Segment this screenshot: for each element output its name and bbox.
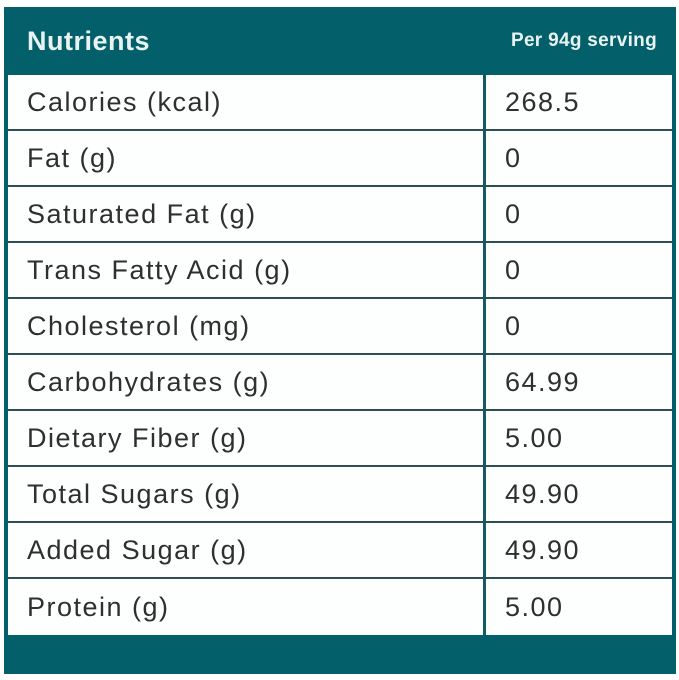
nutrient-label: Fat (g): [8, 131, 486, 185]
nutrient-value: 0: [505, 198, 522, 229]
table-row: Calories (kcal) 268.5: [8, 75, 672, 131]
nutrient-label: Dietary Fiber (g): [8, 411, 486, 465]
table-row: Protein (g) 5.00: [8, 579, 672, 635]
table-row: Added Sugar (g) 49.90: [8, 523, 672, 579]
table-title: Nutrients: [27, 25, 151, 56]
nutrient-value: 5.00: [505, 422, 564, 453]
nutrient-value: 49.90: [505, 478, 581, 509]
nutrient-value: 49.90: [505, 534, 581, 565]
table-body: Calories (kcal) 268.5 Fat (g) 0 Saturate…: [8, 75, 672, 635]
table-row: Fat (g) 0: [8, 131, 672, 187]
nutrient-value: 5.00: [505, 591, 564, 622]
table-row: Carbohydrates (g) 64.99: [8, 355, 672, 411]
table-row: Trans Fatty Acid (g) 0: [8, 243, 672, 299]
nutrient-value: 268.5: [505, 86, 581, 117]
table-header: Nutrients Per 94g serving: [8, 7, 672, 75]
nutrient-label: Total Sugars (g): [8, 467, 486, 521]
nutrient-label: Trans Fatty Acid (g): [8, 243, 486, 297]
table-row: Dietary Fiber (g) 5.00: [8, 411, 672, 467]
nutrient-label: Calories (kcal): [8, 75, 486, 129]
table-row: Cholesterol (mg) 0: [8, 299, 672, 355]
serving-size-label: Per 94g serving: [510, 30, 657, 51]
nutrient-value: 64.99: [505, 366, 581, 397]
nutrient-label: Added Sugar (g): [8, 523, 486, 577]
nutrient-label: Protein (g): [8, 579, 486, 635]
nutrient-label: Saturated Fat (g): [8, 187, 486, 241]
nutrient-label: Cholesterol (mg): [8, 299, 486, 353]
nutrient-value: 0: [505, 254, 522, 285]
nutrition-table: Nutrients Per 94g serving Calories (kcal…: [4, 7, 676, 674]
nutrient-value: 0: [505, 142, 522, 173]
table-row: Saturated Fat (g) 0: [8, 187, 672, 243]
table-row: Total Sugars (g) 49.90: [8, 467, 672, 523]
nutrient-value: 0: [505, 310, 522, 341]
footer-bar: [4, 635, 676, 674]
nutrient-label: Carbohydrates (g): [8, 355, 486, 409]
